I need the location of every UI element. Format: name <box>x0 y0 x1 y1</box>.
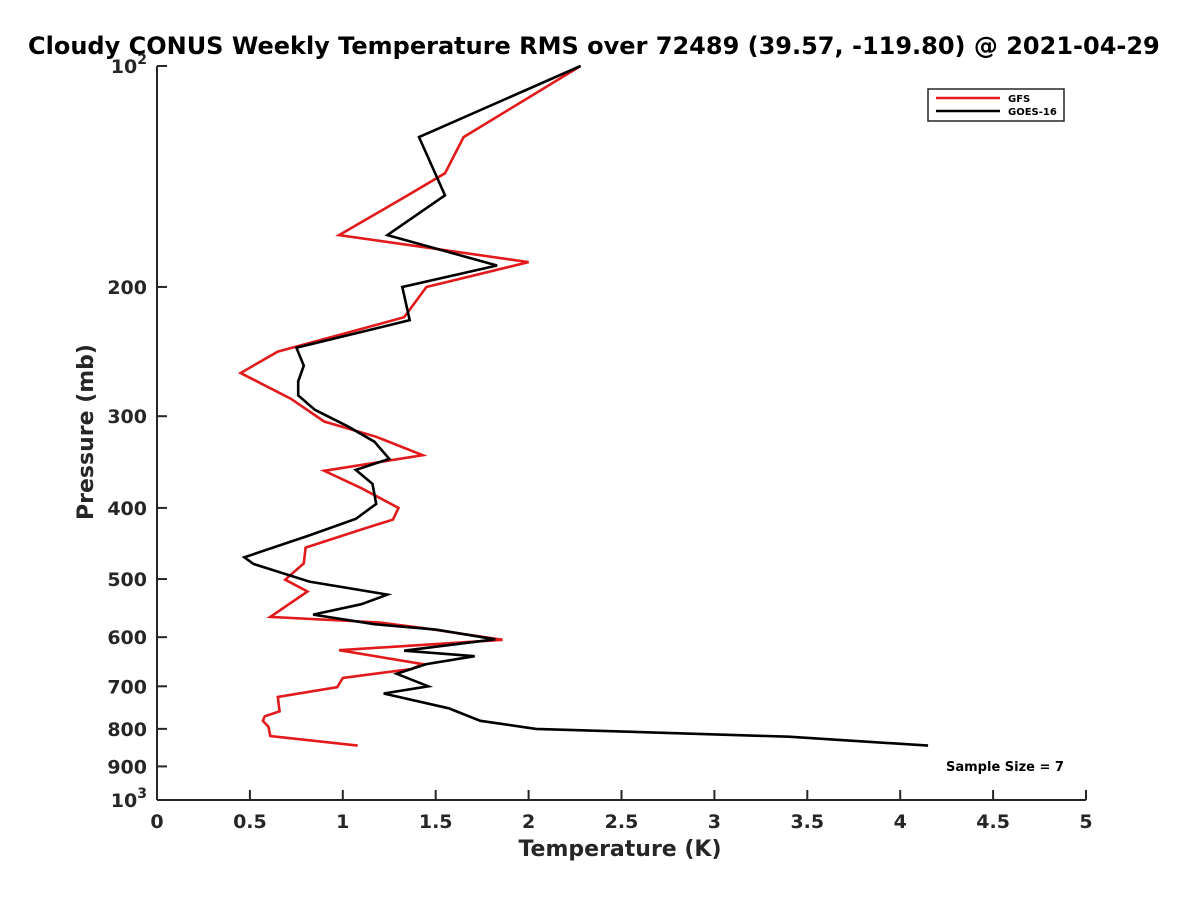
series-goes-16 <box>241 64 929 747</box>
series-line-gfs <box>237 64 582 747</box>
x-tick-label: 4.5 <box>976 811 1010 833</box>
series-lines <box>237 64 929 747</box>
y-tick-label: 300 <box>107 406 147 428</box>
y-tick-label: 800 <box>107 719 147 741</box>
x-tick-label: 5 <box>1079 811 1092 833</box>
y-tick-label: 700 <box>107 676 147 698</box>
y-tick-label: 500 <box>107 569 147 591</box>
series-gfs <box>237 64 582 747</box>
sample-size-annotation: Sample Size = 7 <box>946 760 1064 775</box>
y-axis-label: Pressure (mb) <box>74 344 99 520</box>
legend-label-goes-16: GOES-16 <box>1008 107 1057 118</box>
series-line-goes-16 <box>241 64 929 747</box>
y-tick-label: 600 <box>107 627 147 649</box>
legend-box <box>927 88 1065 122</box>
x-tick-label: 3.5 <box>790 811 824 833</box>
x-axis-label: Temperature (K) <box>518 837 721 862</box>
x-tick-label: 2 <box>522 811 535 833</box>
x-tick-label: 4 <box>894 811 907 833</box>
x-tick-label: 0.5 <box>233 811 267 833</box>
chart-title: Cloudy CONUS Weekly Temperature RMS over… <box>28 32 1160 60</box>
y-tick-label: 400 <box>107 498 147 520</box>
x-tick-label: 2.5 <box>605 811 639 833</box>
y-tick-label: 200 <box>107 277 147 299</box>
y-tick-label: 103 <box>111 786 147 812</box>
x-tick-label: 0 <box>150 811 163 833</box>
legend-label-gfs: GFS <box>1008 94 1030 105</box>
legend: GFS GOES-16 <box>927 88 1065 122</box>
x-tick-label: 1 <box>336 811 349 833</box>
y-tick-label: 102 <box>111 52 147 78</box>
ticks: 0 0.5 1 1.5 2 2.5 3 3.5 4 4.5 5 102 200 300 400 500 600 7… <box>107 52 1092 833</box>
x-tick-label: 1.5 <box>419 811 453 833</box>
axes <box>156 66 1086 801</box>
y-tick-label: 900 <box>107 756 147 778</box>
x-tick-label: 3 <box>708 811 721 833</box>
